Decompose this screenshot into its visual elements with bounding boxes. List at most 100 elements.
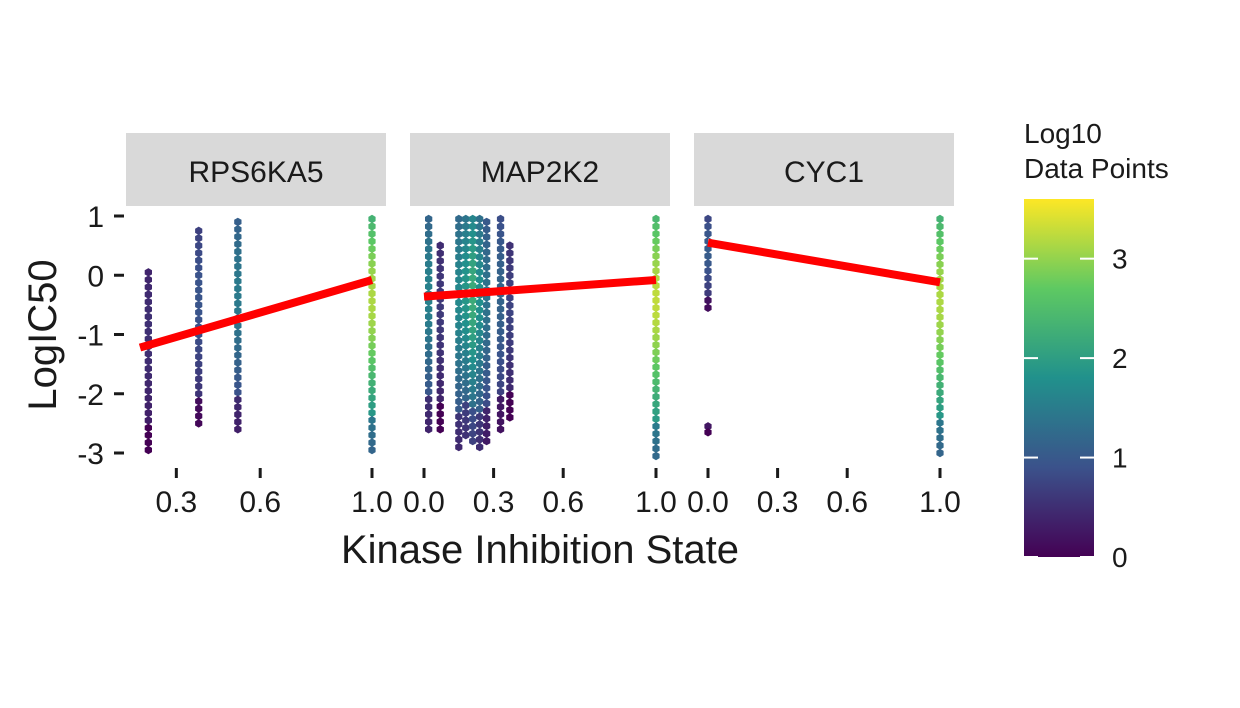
hex-bin bbox=[462, 326, 470, 335]
hex-bin bbox=[368, 252, 376, 261]
hex-bin bbox=[476, 336, 484, 345]
hex-bin bbox=[368, 341, 376, 350]
y-tick-label: -3 bbox=[77, 438, 104, 471]
hex-bin bbox=[483, 255, 491, 264]
hex-bin bbox=[483, 225, 491, 234]
x-tick-label: 1.0 bbox=[919, 486, 961, 519]
hex-bin bbox=[506, 248, 514, 258]
hex-bin bbox=[425, 244, 433, 254]
hex-bin bbox=[506, 263, 514, 273]
hex-bin bbox=[455, 214, 463, 224]
hex-bin bbox=[936, 320, 944, 329]
hex-bin bbox=[496, 244, 505, 254]
hex-bin bbox=[234, 284, 242, 293]
hex-bin bbox=[368, 289, 376, 298]
hex-bin bbox=[704, 303, 712, 312]
hex-bin bbox=[195, 374, 203, 384]
hex-bin bbox=[652, 436, 660, 446]
hex-bin bbox=[469, 229, 477, 238]
hex-bin bbox=[144, 408, 152, 418]
hex-bin bbox=[469, 259, 477, 268]
y-tick-label: -1 bbox=[77, 320, 104, 353]
hex-bin bbox=[144, 275, 152, 284]
hex-bin bbox=[455, 260, 463, 269]
hex-bin bbox=[652, 229, 660, 238]
hex-bin bbox=[652, 237, 660, 246]
hex-bin bbox=[704, 229, 712, 238]
hex-bin bbox=[476, 306, 484, 315]
hex-bin bbox=[368, 304, 376, 313]
hex-bin bbox=[469, 355, 477, 364]
hex-bin bbox=[704, 259, 712, 268]
hex-bin bbox=[455, 435, 463, 444]
hex-bin bbox=[455, 359, 463, 368]
hex-bin bbox=[144, 445, 152, 455]
hex-bin bbox=[455, 283, 463, 292]
hex-bin bbox=[425, 319, 433, 329]
hex-bin bbox=[704, 214, 712, 224]
hex-bin bbox=[936, 403, 944, 412]
hex-bin bbox=[469, 281, 477, 290]
hex-bin bbox=[469, 414, 477, 424]
hex-bin bbox=[483, 232, 491, 242]
hex-bin bbox=[469, 251, 477, 261]
hex-bin bbox=[234, 388, 242, 397]
hex-bin bbox=[234, 410, 242, 419]
hex-bin bbox=[368, 378, 376, 388]
hex-bin bbox=[496, 252, 505, 261]
x-axis-title: Kinase Inhibition State bbox=[341, 528, 739, 572]
hex-bin bbox=[476, 298, 484, 307]
hex-bin bbox=[506, 338, 514, 347]
hex-bin bbox=[483, 368, 491, 378]
hex-bin bbox=[436, 394, 444, 403]
hex-bin bbox=[652, 214, 660, 224]
hex-bin bbox=[469, 385, 477, 394]
hex-bin bbox=[368, 423, 376, 432]
facet-strip bbox=[126, 133, 386, 206]
hex-bin bbox=[496, 327, 505, 336]
hex-bin bbox=[195, 397, 203, 406]
x-tick-label: 0.6 bbox=[542, 486, 584, 519]
hex-bin bbox=[936, 335, 944, 344]
hex-bin bbox=[469, 436, 477, 446]
hex-bin bbox=[425, 417, 433, 426]
legend-tick-label: 1 bbox=[1112, 443, 1128, 474]
hex-bin bbox=[652, 355, 660, 364]
y-axis-title: LogIC50 bbox=[21, 259, 65, 410]
hex-bin bbox=[425, 214, 433, 224]
legend-tick-label: 0 bbox=[1112, 542, 1128, 573]
hex-bin bbox=[469, 399, 477, 409]
hex-bin bbox=[462, 378, 470, 388]
hex-bin bbox=[234, 373, 242, 382]
hex-bin bbox=[483, 263, 491, 272]
hex-bin bbox=[368, 348, 376, 358]
hex-bin bbox=[425, 304, 433, 314]
hex-bin bbox=[936, 365, 944, 375]
hex-bin bbox=[476, 237, 484, 246]
hex-bin bbox=[455, 427, 463, 437]
hex-bin bbox=[455, 336, 463, 345]
hex-bin bbox=[436, 264, 444, 273]
hex-bin bbox=[704, 222, 712, 231]
hex-bin bbox=[483, 421, 491, 431]
x-tick-label: 1.0 bbox=[635, 486, 677, 519]
hex-bin bbox=[462, 311, 470, 321]
hex-bin bbox=[455, 397, 463, 406]
hex-bin bbox=[455, 420, 463, 429]
hex-bin bbox=[462, 371, 470, 380]
legend-tick-label: 2 bbox=[1112, 343, 1128, 374]
hex-bin bbox=[936, 328, 944, 337]
hex-bin bbox=[234, 254, 242, 264]
hex-bin bbox=[936, 237, 944, 246]
hex-bin bbox=[195, 300, 203, 310]
hex-bin bbox=[462, 222, 470, 231]
hex-bin bbox=[476, 397, 484, 406]
hex-bin bbox=[195, 293, 203, 302]
hex-bin bbox=[476, 260, 484, 269]
hex-bin bbox=[436, 409, 444, 419]
x-tick-label: 0.3 bbox=[757, 486, 799, 519]
hex-bin bbox=[436, 340, 444, 350]
hex-bin bbox=[425, 274, 433, 284]
hex-bin bbox=[936, 418, 944, 427]
